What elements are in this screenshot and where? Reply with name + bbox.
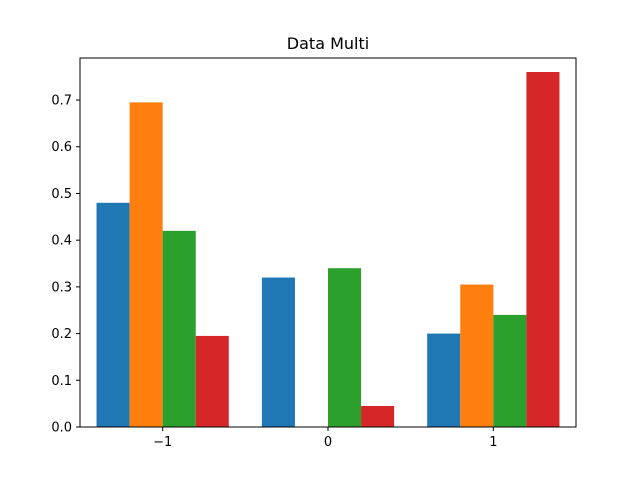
bar-series3-cat3 — [493, 314, 527, 427]
y-tick-label: 0.2 — [51, 327, 72, 342]
plot-frame — [79, 57, 577, 428]
y-tick-label: 0.7 — [51, 94, 72, 109]
y-tick-label: 0.5 — [51, 187, 72, 202]
x-tick-label: −1 — [153, 435, 172, 450]
y-tick-label: 0.4 — [51, 234, 72, 249]
bar-series1-cat3 — [427, 333, 461, 427]
bar-series4-cat3 — [526, 72, 560, 427]
y-tick-label: 0.0 — [51, 421, 72, 436]
bar-series2-cat3 — [460, 284, 494, 427]
y-tick-label: 0.6 — [51, 140, 72, 155]
chart-title: Data Multi — [287, 34, 369, 53]
y-axis: 0.0 0.1 0.2 0.3 0.4 0.5 0.6 0.7 — [51, 94, 80, 436]
bar-series2-cat1 — [129, 102, 163, 428]
x-tick-label: 0 — [324, 435, 332, 450]
bars-layer — [96, 72, 560, 428]
x-axis: −1 0 1 — [153, 427, 497, 450]
x-tick-label: 1 — [489, 435, 497, 450]
bar-series4-cat1 — [195, 335, 229, 427]
bar-series4-cat2 — [361, 405, 395, 427]
bar-series1-cat2 — [261, 277, 295, 427]
y-tick-label: 0.1 — [51, 374, 72, 389]
bar-series3-cat1 — [162, 230, 196, 427]
bar-series1-cat1 — [96, 202, 130, 427]
y-tick-label: 0.3 — [51, 280, 72, 295]
bar-series3-cat2 — [328, 268, 362, 427]
